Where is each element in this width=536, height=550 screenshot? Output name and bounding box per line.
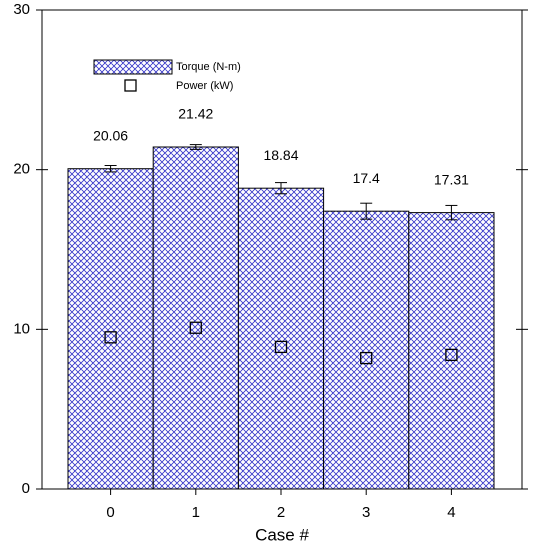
x-tick-label: 0	[106, 504, 114, 521]
power-marker	[189, 321, 202, 334]
power-marker	[274, 340, 288, 354]
y-tick-label: 0	[22, 480, 30, 497]
bar	[237, 187, 325, 490]
legend-swatch	[124, 79, 137, 92]
legend-label: Torque (N-m)	[176, 61, 241, 73]
data-label: 18.84	[263, 147, 298, 163]
y-tick-label: 10	[13, 320, 30, 337]
power-marker	[445, 348, 458, 362]
data-label: 17.4	[353, 170, 380, 186]
bar	[323, 210, 410, 490]
x-tick-label: 4	[447, 504, 455, 521]
x-tick-label: 1	[192, 504, 200, 521]
x-axis-label: Case #	[255, 525, 309, 544]
data-label: 21.42	[178, 106, 213, 122]
power-marker	[360, 351, 373, 365]
data-label: 17.31	[434, 171, 469, 187]
bar	[67, 168, 154, 490]
x-tick-label: 3	[362, 504, 370, 521]
legend-label: Power (kW)	[176, 80, 233, 92]
y-tick-label: 30	[13, 1, 30, 18]
power-marker	[104, 331, 117, 344]
legend-swatch	[93, 59, 173, 75]
bar	[408, 212, 495, 490]
y-tick-label: 20	[13, 161, 30, 178]
bar	[152, 146, 239, 490]
x-tick-label: 2	[277, 504, 285, 521]
data-label: 20.06	[93, 127, 128, 143]
